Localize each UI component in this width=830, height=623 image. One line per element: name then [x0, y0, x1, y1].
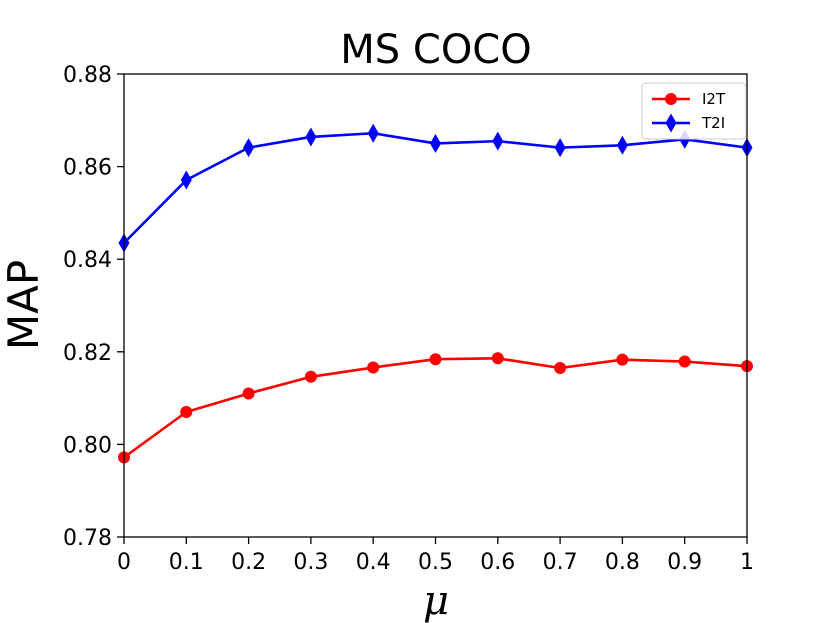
x-tick-label: 0.1 [169, 550, 204, 575]
y-tick-label: 0.86 [63, 156, 112, 181]
data-point-i2t [491, 352, 504, 365]
legend-marker-t2i [665, 113, 677, 133]
x-tick-label: 0 [117, 550, 131, 575]
y-tick-label: 0.84 [63, 248, 112, 273]
series-i2t [118, 352, 753, 464]
data-point-t2i [616, 135, 628, 155]
legend-label-i2t: I2T [702, 90, 726, 108]
x-axis: 0 0.1 0.2 0.3 0.4 0.5 0.6 0.7 0.8 0.9 1 [117, 537, 754, 575]
x-tick-label: 0.6 [480, 550, 515, 575]
x-tick-label: 1 [740, 550, 754, 575]
data-point-i2t [678, 355, 691, 368]
y-tick-label: 0.78 [63, 526, 112, 551]
data-point-i2t [304, 370, 317, 383]
data-point-i2t [616, 353, 629, 366]
legend-entry-i2t: I2T [652, 90, 726, 108]
x-axis-label: μ [423, 578, 449, 623]
x-tick-label: 0.4 [356, 550, 391, 575]
series-line-i2t [123, 356, 748, 459]
y-tick-label: 0.88 [63, 63, 112, 88]
data-point-i2t [554, 362, 567, 375]
data-point-i2t [367, 361, 380, 374]
legend-entry-t2i: T2I [652, 113, 725, 133]
plot-frame [123, 73, 748, 538]
chart-title: MS COCO [340, 27, 531, 73]
y-tick-label: 0.82 [63, 341, 112, 366]
x-tick-label: 0.5 [418, 550, 453, 575]
x-tick-label: 0.7 [543, 550, 578, 575]
data-point-t2i [367, 123, 379, 143]
y-axis: 0.78 0.80 0.82 0.84 0.86 0.88 [63, 63, 124, 551]
y-tick-label: 0.80 [63, 433, 112, 458]
y-axis-label: MAP [0, 260, 48, 350]
data-point-i2t [180, 405, 193, 418]
series-t2i [118, 123, 753, 253]
legend-marker-i2t [665, 93, 677, 105]
data-point-t2i [243, 138, 255, 158]
legend-box [641, 82, 747, 140]
data-point-t2i [554, 138, 566, 158]
data-point-t2i [180, 170, 192, 190]
x-tick-label: 0.9 [667, 550, 702, 575]
legend-label-t2i: T2I [701, 114, 725, 132]
data-point-t2i [492, 131, 504, 151]
data-point-i2t [242, 387, 255, 400]
data-point-t2i [305, 127, 317, 147]
data-point-t2i [430, 133, 441, 153]
x-tick-label: 0.2 [231, 550, 266, 575]
x-tick-label: 0.8 [605, 550, 640, 575]
plot-area [118, 123, 753, 464]
data-point-i2t [429, 353, 442, 366]
x-tick-label: 0.3 [293, 550, 328, 575]
